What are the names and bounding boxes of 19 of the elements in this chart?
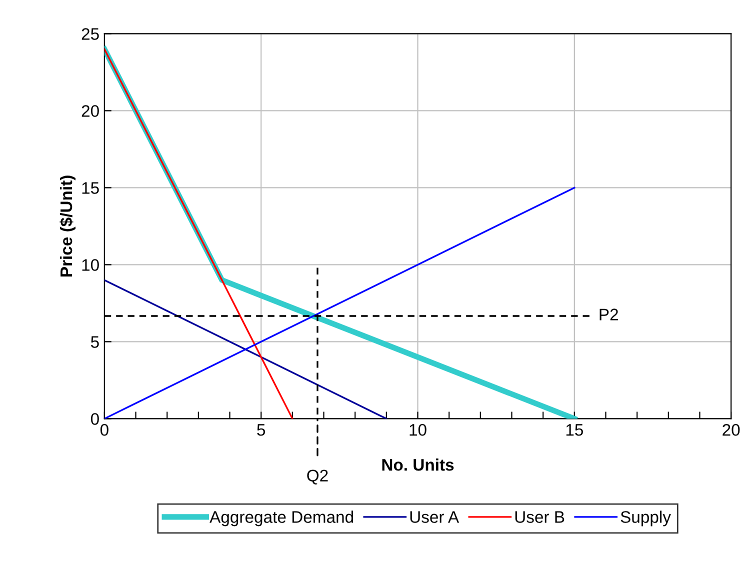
legend-label: User B xyxy=(515,511,564,523)
legend-label: Supply xyxy=(620,510,671,526)
x-tick-label: 0 xyxy=(100,424,108,436)
y-tick-label: 25 xyxy=(82,28,99,40)
y-axis-title: Price ($/Unit) xyxy=(60,176,76,276)
legend-label: Aggregate Demand xyxy=(210,510,354,526)
y-tick-label: 20 xyxy=(82,105,99,117)
x-tick-label: 15 xyxy=(566,424,583,436)
y-tick-label: 10 xyxy=(82,259,99,271)
annotation: Q2 xyxy=(307,470,328,484)
x-axis-title: No. Units xyxy=(382,458,454,471)
x-tick-label: 5 xyxy=(257,424,266,436)
x-tick-label: 20 xyxy=(722,424,740,436)
y-tick-label: 0 xyxy=(90,413,99,425)
x-tick-label: 10 xyxy=(410,424,426,436)
annotation: P2 xyxy=(600,308,618,320)
legend-label: User A xyxy=(410,511,460,523)
y-tick-label: 5 xyxy=(90,336,99,348)
y-tick-label: 15 xyxy=(82,182,99,194)
